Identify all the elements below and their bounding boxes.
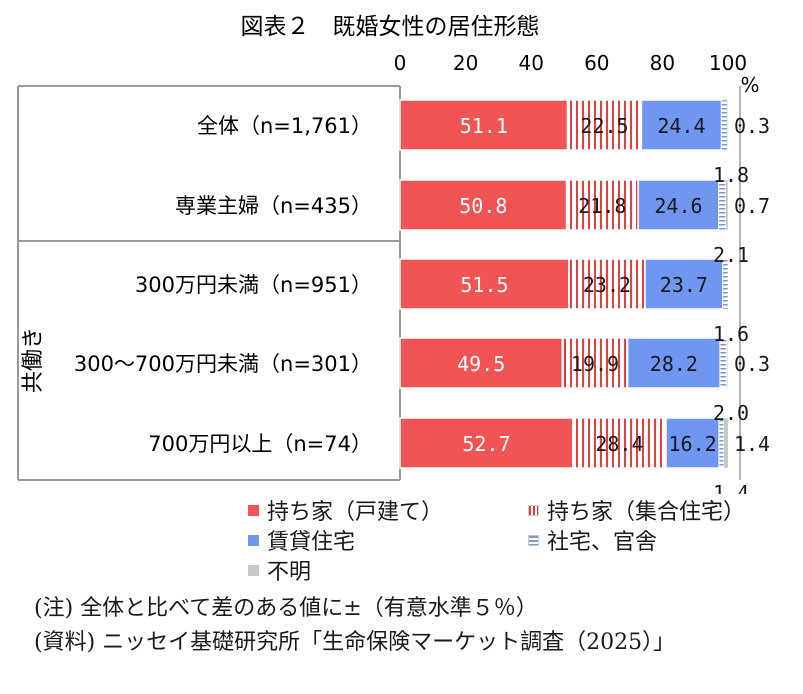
legend-swatch-own-condo (528, 504, 539, 516)
bar-unknown (723, 417, 729, 469)
value-label-company-housing: 1.6 (713, 322, 749, 346)
category-labels: 全体（n=1,761） 専業主婦（n=435） 300万円未満（n=951） 300～… (74, 114, 372, 456)
value-label-own-house: 49.5 (457, 352, 505, 376)
bar-own-condo (561, 337, 629, 389)
legend-item-own-condo: 持ち家（集合住宅） (528, 494, 745, 526)
bar-rental (640, 99, 723, 151)
value-label-company-housing: 2.0 (713, 401, 749, 425)
value-label-unknown: 0.7 (734, 194, 770, 218)
group-label: 共働き (21, 327, 46, 393)
bar-unknown (726, 337, 728, 389)
bar-company-housing (718, 179, 726, 231)
x-axis-ticks: 0 20 40 60 80 100 (394, 51, 747, 75)
bar-own-house (399, 337, 564, 389)
bar-unknown (725, 179, 729, 231)
value-label-rental: 16.2 (668, 432, 716, 456)
bar-company-housing (718, 417, 724, 469)
bar-unknown (727, 99, 729, 151)
bar-rental (665, 417, 720, 469)
bars (399, 99, 729, 469)
bar-company-housing (722, 258, 729, 310)
category-label: 専業主婦（n=435） (175, 194, 372, 218)
value-label-own-condo: 19.9 (571, 352, 619, 376)
legend-label-unknown: 不明 (267, 560, 312, 585)
x-tick-label: 100 (709, 51, 747, 75)
bar-own-condo (565, 179, 639, 231)
legend-label-rental: 賃貸住宅 (267, 530, 356, 555)
value-label-rental: 23.7 (660, 273, 708, 297)
legend-label-company-housing: 社宅、官舎 (547, 530, 658, 555)
category-frame (17, 85, 741, 481)
note-significance: (注) 全体と比べて差のある値に±（有意水準５％） (34, 596, 538, 621)
legend-item-rental: 賃貸住宅 (248, 524, 355, 556)
value-label-company-housing: 2.1 (713, 243, 749, 267)
x-tick-label: 80 (650, 51, 675, 75)
value-label-own-house: 51.1 (460, 114, 508, 138)
x-tick-label: 20 (453, 51, 478, 75)
category-label: 300万円未満（n=951） (135, 273, 372, 297)
value-label-own-condo: 23.2 (583, 273, 631, 297)
value-label-unknown: 0.3 (734, 352, 770, 376)
value-label-rental: 24.4 (657, 114, 705, 138)
value-label-own-house: 52.7 (462, 432, 510, 456)
bar-rental (626, 337, 721, 389)
notes: (注) 全体と比べて差のある値に±（有意水準５％） (資料) ニッセイ基礎研究所… (34, 592, 675, 660)
bar-own-house (399, 99, 569, 151)
x-tick-label: 0 (394, 51, 407, 75)
value-labels: 51.1 22.5 24.4 1.8 0.3 50.8 21.8 24.6 2.1 0.7 51.5… (457, 114, 770, 494)
category-label: 300～700万円未満（n=301） (74, 352, 372, 376)
value-label-own-house: 51.5 (460, 273, 508, 297)
bar-company-housing (721, 99, 728, 151)
bar-own-condo (566, 99, 643, 151)
x-axis-unit: % (740, 73, 759, 97)
legend-swatch-company-housing (528, 534, 539, 546)
bar-own-house (399, 258, 570, 310)
value-label-own-condo: 21.8 (578, 194, 626, 218)
x-tick-label: 60 (584, 51, 609, 75)
bar-rental (644, 258, 724, 310)
value-label-unknown: 1.4 (734, 432, 770, 456)
legend-label-own-house: 持ち家（戸建て） (267, 500, 444, 525)
category-label: 700万円以上（n=74） (148, 432, 372, 456)
chart: 図表２ 既婚女性の居住形態 0 20 40 60 80 100 % 全体（n=1,761）… (17, 14, 770, 494)
value-label-company-housing: 1.4 (713, 481, 749, 494)
value-label-own-condo: 22.5 (580, 114, 628, 138)
legend-swatch-unknown (248, 564, 259, 576)
note-source: (資料) ニッセイ基礎研究所「生命保険マーケット調査（2025）」 (34, 630, 676, 655)
x-tick-label: 40 (518, 51, 543, 75)
legend-item-own-house: 持ち家（戸建て） (248, 494, 443, 526)
legend-label-own-condo: 持ち家（集合住宅） (547, 500, 746, 525)
bar-own-house (399, 417, 574, 469)
value-label-rental: 24.6 (654, 194, 702, 218)
value-label-rental: 28.2 (650, 352, 698, 376)
value-label-company-housing: 1.8 (713, 163, 749, 187)
bar-rental (637, 179, 720, 231)
bar-own-house (399, 179, 568, 231)
value-label-unknown: 0.3 (734, 114, 770, 138)
value-label-own-condo: 28.4 (595, 432, 643, 456)
legend-swatch-rental (248, 534, 259, 546)
chart-title: 図表２ 既婚女性の居住形態 (241, 14, 540, 40)
legend-swatch-own-house (248, 504, 259, 516)
legend-item-company-housing: 社宅、官舎 (528, 524, 657, 556)
legend-item-unknown: 不明 (248, 554, 311, 586)
value-label-own-house: 50.8 (459, 194, 507, 218)
bar-own-condo (572, 417, 667, 469)
category-label: 全体（n=1,761） (197, 114, 372, 138)
